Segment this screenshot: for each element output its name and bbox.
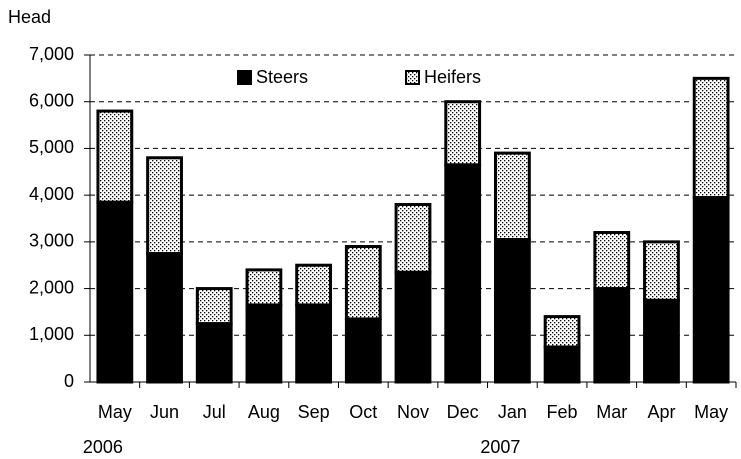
bar-segment [394, 202, 432, 274]
legend-label: Steers [256, 67, 308, 87]
legend-swatch [405, 70, 420, 85]
bar-segment [643, 298, 680, 384]
x-tick-label: May [98, 402, 132, 422]
bar-segment [96, 200, 134, 384]
bar-segment [195, 287, 233, 326]
bar-segment [493, 238, 531, 384]
y-tick-label: 5,000 [29, 137, 74, 157]
bar-segment [96, 109, 134, 204]
legend-swatch [237, 70, 252, 85]
y-tick-label: 2,000 [29, 277, 74, 297]
x-tick-label: Jun [150, 402, 179, 422]
x-tick-label: Mar [596, 402, 627, 422]
x-tick-label: Dec [447, 402, 479, 422]
y-tick-label: 7,000 [29, 44, 74, 64]
bar-segment [543, 345, 581, 384]
x-tick-label: Jul [203, 402, 226, 422]
bar-segment [543, 315, 581, 349]
x-tick-label: Feb [547, 402, 578, 422]
y-axis-label: Head [8, 7, 51, 27]
bar-segment [295, 263, 333, 307]
bar-segment [394, 270, 432, 384]
bar-segment [692, 195, 730, 384]
bar-segment [593, 287, 631, 384]
bar-segment [146, 156, 183, 256]
bar-segment [444, 100, 482, 167]
bar-segment [344, 317, 382, 384]
bar-segment [146, 252, 183, 384]
y-tick-label: 6,000 [29, 90, 74, 110]
bar-segment [245, 268, 283, 307]
x-tick-label: Nov [397, 402, 429, 422]
x-tick-label: Jan [498, 402, 527, 422]
y-tick-label: 4,000 [29, 184, 74, 204]
x-tick-label: May [694, 402, 728, 422]
bar-segment [444, 163, 482, 384]
x-group-label: 2007 [480, 437, 520, 457]
bar-segment [593, 231, 631, 291]
x-tick-label: Sep [298, 402, 330, 422]
bar-segment [493, 151, 531, 242]
bar-segment [692, 76, 730, 199]
bar-segment [344, 245, 382, 321]
x-tick-label: Apr [647, 402, 675, 422]
x-group-label: 2006 [83, 437, 123, 457]
bar-segment [295, 303, 333, 384]
y-tick-label: 0 [64, 371, 74, 391]
bar-segment [245, 303, 283, 384]
legend-label: Heifers [424, 67, 481, 87]
x-tick-label: Aug [248, 402, 280, 422]
y-tick-label: 1,000 [29, 324, 74, 344]
bar-segment [195, 322, 233, 384]
x-tick-label: Oct [349, 402, 377, 422]
y-tick-label: 3,000 [29, 231, 74, 251]
bar-segment [643, 240, 680, 302]
